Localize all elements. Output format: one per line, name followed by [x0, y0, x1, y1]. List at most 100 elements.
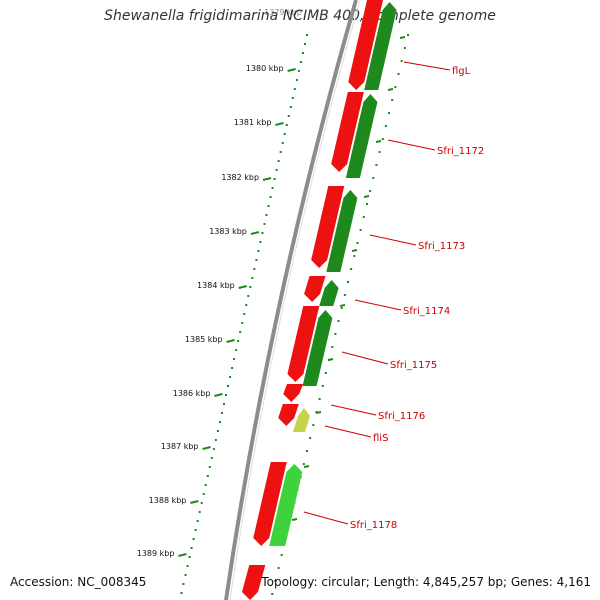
scale-dot [261, 232, 264, 234]
scale-tick-label: 1388 kbp [149, 496, 187, 505]
reverse-cds-fliS [293, 408, 310, 432]
scale-tick [238, 285, 247, 289]
scale-dot [229, 376, 232, 378]
scale-dot [249, 286, 252, 288]
map-title: Shewanella frigidimarina NCIMB 400, comp… [104, 8, 496, 24]
gene-leader-line [354, 299, 402, 311]
reverse-cds [345, 94, 378, 178]
outer-dot [391, 99, 394, 101]
scale-dot [200, 502, 203, 504]
scale-dot [306, 34, 308, 36]
scale-dot [210, 457, 213, 459]
outer-dot [400, 60, 403, 62]
gene-label: Sfri_1178 [350, 520, 397, 531]
outer-dot [365, 203, 368, 205]
reverse-cds-light [269, 464, 303, 546]
forward-cds [304, 276, 326, 302]
scale-dot [255, 259, 258, 261]
scale-dot [231, 367, 234, 369]
scale-dot [301, 52, 304, 54]
scale-dot [198, 511, 201, 513]
outer-dot [321, 385, 324, 387]
scale-dot [184, 574, 187, 576]
scale-tick [287, 68, 296, 72]
scale-tick [262, 177, 272, 181]
scale-dot [271, 187, 274, 189]
outer-dot [397, 73, 400, 75]
scale-dot [295, 79, 298, 81]
forward-cds [278, 404, 299, 426]
scale-dot [241, 322, 244, 324]
scale-tick-label: 1382 kbp [221, 173, 259, 182]
scale-dot [279, 151, 282, 153]
scale-dot [214, 439, 217, 441]
scale-dot [275, 169, 278, 171]
scale-dot [208, 466, 211, 468]
scale-tick [275, 122, 284, 126]
scale-dot [263, 223, 266, 225]
scale-dot [190, 547, 193, 549]
scale-dot [180, 592, 183, 594]
gene-leader-line [330, 404, 377, 416]
outer-dot [384, 125, 387, 127]
scale-dot [257, 250, 260, 252]
scale-dot [269, 196, 272, 198]
outer-tick [303, 465, 310, 468]
scale-dot [196, 520, 199, 522]
outer-tick [363, 195, 370, 198]
scale-dot [218, 421, 221, 423]
scale-dot [206, 475, 209, 477]
gene-label: Sfri_1174 [403, 306, 450, 317]
scale-dot [239, 331, 242, 333]
topology-stats: Topology: circular; Length: 4,845,257 bp… [261, 575, 591, 589]
scale-dot [285, 124, 288, 126]
scale-dot [265, 214, 268, 216]
scale-dot [192, 538, 195, 540]
outer-tick [351, 249, 358, 252]
outer-dot [372, 177, 375, 179]
forward-cds [283, 384, 303, 402]
scale-dot [245, 304, 248, 306]
outer-dot [378, 151, 381, 153]
outer-tick [291, 518, 298, 521]
outer-dot [271, 593, 274, 595]
scale-dot [291, 97, 294, 99]
scale-dot [216, 430, 219, 432]
backbone-highlight [229, 0, 361, 600]
outer-tick [315, 411, 322, 414]
reverse-cds [364, 2, 397, 90]
gene-leader-line [324, 425, 372, 438]
scale-tick-label: 1385 kbp [185, 335, 223, 344]
outer-dot [350, 268, 353, 270]
scale-dot [227, 385, 230, 387]
scale-dot [281, 142, 284, 144]
scale-tick [202, 446, 211, 450]
outer-dot [375, 164, 378, 166]
scale-dot [186, 565, 189, 567]
scale-dot [259, 241, 262, 243]
outer-dot [305, 450, 308, 452]
scale-ticks: 1380 kbp 1381 kbp 1382 kbp 1383 kbp 1384 kbp… [137, 8, 302, 558]
scale-dot [253, 268, 256, 270]
scale-dot [222, 403, 225, 405]
scale-dot [297, 70, 300, 72]
outer-dot [324, 372, 327, 374]
outer-dot [277, 567, 280, 569]
outer-dot [312, 424, 315, 426]
gene-labels: flgL Sfri_1172 Sfri_1173 Sfri_1174 Sfri_1175… [303, 61, 484, 531]
forward-cds [348, 0, 383, 90]
outer-dot [407, 34, 409, 36]
forward-cds [311, 186, 345, 268]
reverse-cds [326, 190, 358, 272]
outer-dot [356, 242, 359, 244]
outer-tick [387, 88, 394, 91]
gene-label: fliS [373, 433, 388, 444]
backbone-track [224, 0, 361, 600]
scale-tick-faint: 1379 kbp [264, 8, 302, 17]
scale-tick-label: 1381 kbp [234, 118, 272, 127]
scale-dot [277, 160, 280, 162]
scale-tick-label: 1380 kbp [246, 64, 284, 73]
scale-dot [237, 340, 240, 342]
outer-dot [347, 281, 350, 283]
scale-tick [178, 553, 187, 557]
